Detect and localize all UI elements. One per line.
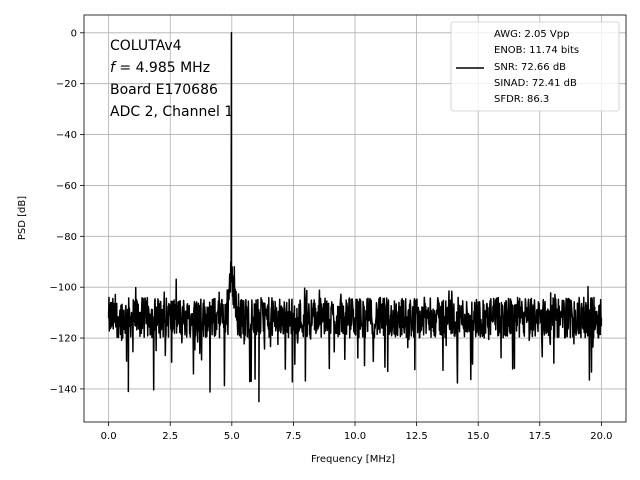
x-axis-label: Frequency [MHz] <box>311 454 395 465</box>
axis-ticks: 0.0 2.5 5.0 7.5 10.0 12.5 15.0 17.5 20.0 0 −20 −40 −… <box>50 28 613 442</box>
x-tick-label: 12.5 <box>405 431 427 442</box>
annotation-block: COLUTAv4 f = 4.985 MHz Board E170686 ADC… <box>110 38 233 120</box>
series-layer <box>107 32 603 403</box>
y-tick-label: −140 <box>50 384 77 395</box>
legend: AWG: 2.05 Vpp ENOB: 11.74 bits SNR: 72.6… <box>450 21 620 112</box>
x-tick-label: 15.0 <box>467 431 489 442</box>
x-tick-label: 10.0 <box>344 431 366 442</box>
x-tick-label: 0.0 <box>101 431 117 442</box>
y-tick-label: −20 <box>56 79 77 90</box>
x-tick-label: 2.5 <box>162 431 178 442</box>
legend-enob: ENOB: 11.74 bits <box>494 45 579 56</box>
y-tick-label: −80 <box>56 232 77 243</box>
annotation-board: Board E170686 <box>110 82 218 98</box>
y-tick-label: −120 <box>50 334 77 345</box>
x-tick-label: 20.0 <box>590 431 612 442</box>
y-axis-label: PSD [dB] <box>17 196 28 240</box>
legend-sinad: SINAD: 72.41 dB <box>494 78 577 89</box>
y-tick-label: −100 <box>50 283 77 294</box>
legend-awg: AWG: 2.05 Vpp <box>494 29 569 40</box>
legend-snr: SNR: 72.66 dB <box>494 62 566 73</box>
psd-series-line <box>107 32 603 403</box>
y-tick-label: −40 <box>56 130 77 141</box>
x-tick-label: 7.5 <box>285 431 301 442</box>
y-tick-label: 0 <box>71 28 77 39</box>
y-tick-label: −60 <box>56 181 77 192</box>
x-tick-label: 5.0 <box>224 431 240 442</box>
annotation-chip: COLUTAv4 <box>110 38 182 54</box>
annotation-adc-channel: ADC 2, Channel 1 <box>110 104 233 120</box>
legend-box <box>450 21 620 112</box>
legend-sfdr: SFDR: 86.3 <box>494 94 549 105</box>
annotation-frequency: f = 4.985 MHz <box>110 60 210 76</box>
x-tick-label: 17.5 <box>529 431 551 442</box>
